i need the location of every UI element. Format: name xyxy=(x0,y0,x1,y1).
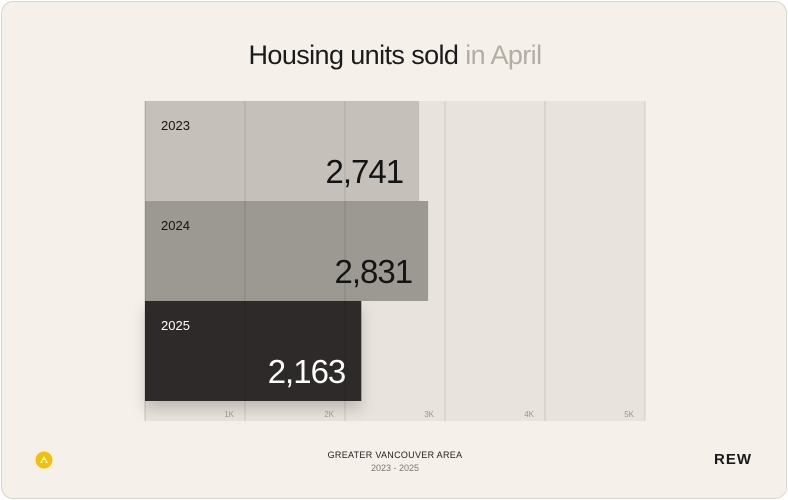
footer-region: GREATER VANCOUVER AREA xyxy=(327,450,463,460)
chart-title: Housing units sold in April xyxy=(2,40,786,71)
x-tick-label-5K: 5K xyxy=(624,410,634,419)
category-label-2025: 2025 xyxy=(161,318,190,333)
bar-2023 xyxy=(145,101,420,201)
bar-2025 xyxy=(145,301,362,401)
footer-caption: GREATER VANCOUVER AREA 2023 - 2025 xyxy=(2,450,786,473)
rew-logo-icon xyxy=(35,451,53,469)
value-label-2023: 2,741 xyxy=(326,153,404,190)
value-label-2025: 2,163 xyxy=(268,353,346,390)
x-tick-label-4K: 4K xyxy=(524,410,534,419)
chart-title-main: Housing units sold xyxy=(248,40,459,70)
brand-logo-text: REW xyxy=(714,451,752,468)
chart-title-accent: in April xyxy=(465,40,542,70)
x-tick-label-1K: 1K xyxy=(224,410,234,419)
x-tick-label-3K: 3K xyxy=(424,410,434,419)
category-label-2024: 2024 xyxy=(161,218,190,233)
x-tick-label-2K: 2K xyxy=(324,410,334,419)
bar-2024 xyxy=(145,201,429,301)
footer-years: 2023 - 2025 xyxy=(370,463,420,473)
category-label-2023: 2023 xyxy=(161,118,190,133)
value-label-2024: 2,831 xyxy=(335,253,413,290)
bar-chart: 2023 2,741 2024 2,831 2025 2,163 1K 2K 3K 4K 5K xyxy=(144,101,646,421)
